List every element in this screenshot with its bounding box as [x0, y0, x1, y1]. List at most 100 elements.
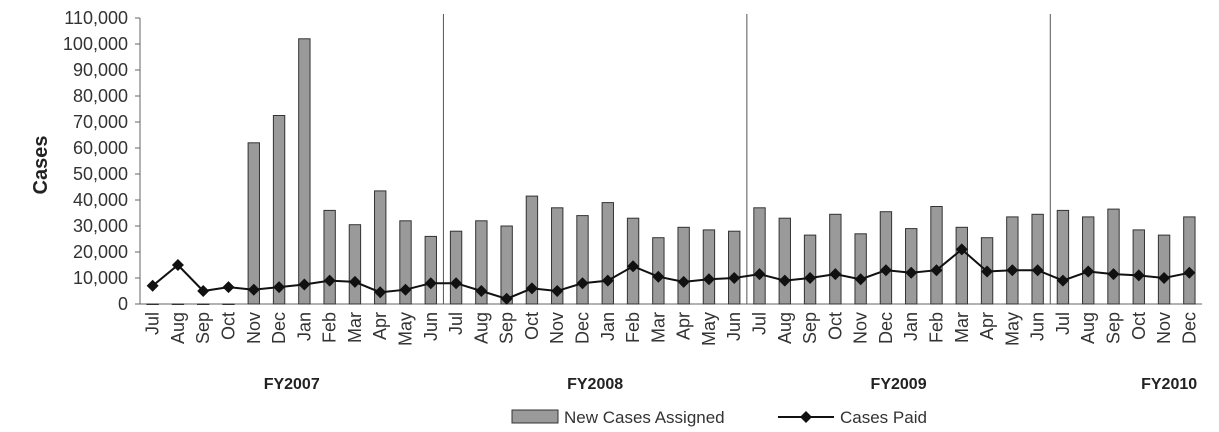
cases-paid-point — [930, 264, 943, 277]
cases-paid-point — [576, 277, 589, 290]
bar — [247, 142, 260, 305]
bar — [879, 211, 893, 305]
bar — [449, 230, 463, 305]
cases-paid-point — [424, 277, 437, 290]
bar — [753, 207, 766, 305]
x-tick-label: Jun — [724, 312, 744, 341]
bar — [146, 303, 159, 305]
cases-paid-point — [197, 285, 210, 297]
cases-paid-point — [753, 268, 766, 281]
x-tick-label: Apr — [674, 312, 694, 340]
x-tick-label: Apr — [370, 312, 390, 340]
fiscal-year-labels: FY2007 FY2008 FY2009 FY2010 — [264, 376, 1198, 393]
y-tick-label: 10,000 — [73, 268, 128, 288]
x-tick-label: Dec — [269, 312, 289, 344]
x-tick-label: Jan — [294, 312, 314, 341]
x-tick-label: May — [699, 312, 719, 346]
x-tick-label: Nov — [1154, 312, 1174, 344]
bar — [778, 217, 791, 305]
cases-paid-point — [955, 243, 968, 256]
x-tick-label: Feb — [927, 312, 947, 343]
cases-paid-point — [525, 282, 538, 295]
bar — [551, 207, 564, 305]
bar — [1183, 216, 1196, 305]
x-tick-label: Jul — [143, 312, 163, 335]
x-tick-label: Oct — [825, 312, 845, 340]
x-tick-label: Oct — [219, 312, 239, 340]
cases-paid-point — [273, 281, 286, 294]
bar — [1056, 209, 1070, 305]
bar — [1082, 216, 1095, 305]
y-tick-label: 100,000 — [63, 34, 128, 54]
bar — [424, 235, 437, 305]
x-tick-label: Jan — [901, 312, 921, 341]
bar — [601, 202, 614, 305]
bar — [728, 230, 741, 305]
cases-paid-point — [1158, 272, 1171, 284]
bar — [272, 115, 286, 305]
x-tick-label: May — [396, 312, 416, 346]
cases-paid-point — [146, 279, 159, 292]
y-axis-label: Cases — [30, 136, 52, 195]
y-tick-label: 80,000 — [73, 86, 128, 106]
bar — [298, 38, 311, 305]
bar — [1031, 213, 1044, 305]
cases-paid-point — [854, 273, 867, 286]
x-tick-label: Oct — [522, 312, 542, 340]
cases-paid-point — [1107, 268, 1120, 281]
x-tick-label: Mar — [345, 312, 365, 343]
bar — [576, 215, 589, 305]
bar — [905, 228, 918, 305]
bar — [1157, 234, 1171, 305]
x-tick-label: Sep — [800, 312, 820, 344]
bar — [197, 303, 210, 305]
cases-paid-point — [475, 285, 488, 297]
bar — [323, 209, 336, 305]
x-tick-label: Dec — [876, 312, 896, 344]
cases-paid-point — [298, 278, 311, 291]
cases-paid-point — [702, 273, 715, 286]
x-tick-label: Sep — [193, 312, 213, 344]
x-tick-label: Aug — [471, 312, 491, 344]
cases-paid-point — [728, 272, 741, 284]
x-tick-label: Mar — [648, 312, 668, 343]
bar — [1006, 216, 1019, 305]
line-series — [146, 243, 1196, 305]
x-tick-label: Oct — [1129, 312, 1149, 340]
y-tick-label: 40,000 — [73, 190, 128, 210]
bar — [955, 226, 968, 305]
x-tick-label: Dec — [1179, 312, 1199, 344]
x-tick-label: Mar — [952, 312, 972, 343]
y-tick-label: 60,000 — [73, 138, 128, 158]
cases-paid-point — [905, 266, 918, 279]
x-tick-label: Aug — [775, 312, 795, 344]
y-tick-label: 50,000 — [73, 164, 128, 184]
x-tick-label: Jul — [750, 312, 770, 335]
cases-paid-point — [1056, 274, 1069, 287]
fiscal-year-label: FY2007 — [264, 376, 320, 393]
cases-paid-point — [247, 283, 260, 296]
cases-paid-point — [652, 270, 665, 283]
cases-paid-point — [374, 286, 387, 299]
bar — [803, 234, 817, 305]
cases-paid-point — [778, 274, 791, 287]
cases-paid-point — [450, 277, 463, 290]
x-tick-label: May — [1002, 312, 1022, 346]
bar — [525, 195, 539, 305]
y-tick-label: 0 — [118, 294, 128, 314]
x-tick-label: Aug — [168, 312, 188, 344]
legend-marker-cases-paid — [800, 411, 812, 423]
x-tick-label: Jun — [421, 312, 441, 341]
bar — [854, 233, 867, 305]
fiscal-year-label: FY2009 — [871, 376, 927, 393]
y-tick-label: 30,000 — [73, 216, 128, 236]
x-axis: Jul Aug Sep Oct Nov Dec Jan Feb Mar Apr May Jun Jul A… — [143, 312, 1200, 346]
bar — [677, 226, 690, 305]
x-tick-label: Jan — [598, 312, 618, 341]
cases-paid-point — [601, 274, 614, 287]
legend-label-cases-paid: Cases Paid — [840, 408, 927, 427]
y-tick-label: 20,000 — [73, 242, 128, 262]
x-tick-label: Dec — [573, 312, 593, 344]
y-tick-label: 70,000 — [73, 112, 128, 132]
